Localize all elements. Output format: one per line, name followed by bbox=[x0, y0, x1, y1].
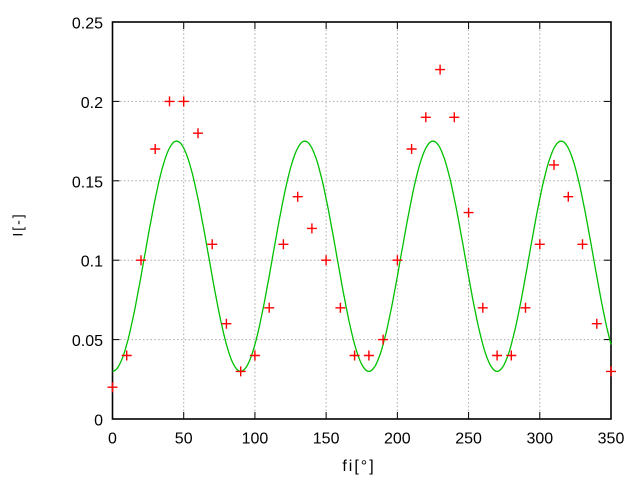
svg-text:I[-]: I[-] bbox=[10, 212, 26, 236]
svg-text:50: 50 bbox=[175, 431, 193, 448]
svg-text:0.1: 0.1 bbox=[81, 254, 103, 271]
svg-text:0: 0 bbox=[94, 413, 103, 430]
svg-text:0: 0 bbox=[108, 431, 117, 448]
svg-text:0.15: 0.15 bbox=[72, 174, 103, 191]
svg-text:0.05: 0.05 bbox=[72, 333, 103, 350]
svg-text:100: 100 bbox=[242, 431, 269, 448]
svg-text:0.2: 0.2 bbox=[81, 95, 103, 112]
svg-text:150: 150 bbox=[313, 431, 340, 448]
svg-text:350: 350 bbox=[598, 431, 625, 448]
svg-text:0.25: 0.25 bbox=[72, 16, 103, 33]
svg-text:250: 250 bbox=[455, 431, 482, 448]
svg-text:fi[°]: fi[°] bbox=[342, 458, 375, 475]
svg-text:300: 300 bbox=[526, 431, 553, 448]
svg-text:200: 200 bbox=[384, 431, 411, 448]
